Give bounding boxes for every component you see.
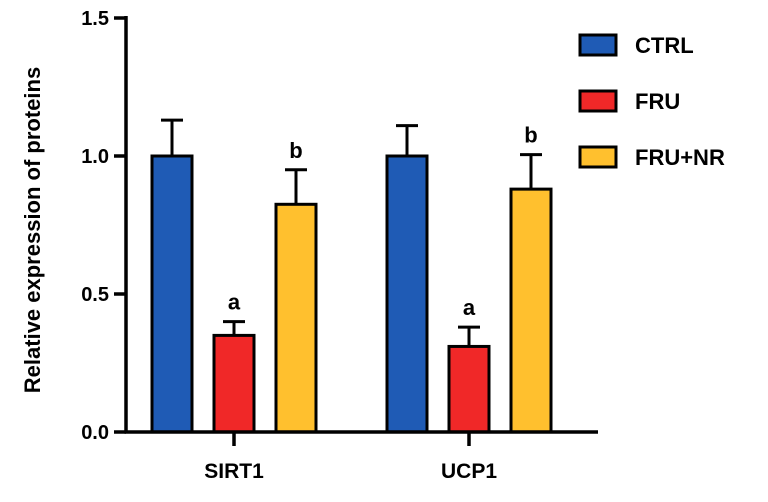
y-tick-label: 1.0 [81, 146, 109, 168]
legend-label-fru: FRU [635, 89, 680, 114]
legend-label-fru-nr: FRU+NR [635, 145, 725, 170]
legend: CTRL FRU FRU+NR [578, 33, 725, 170]
y-tick-label: 0.0 [81, 422, 109, 444]
bar-ctrl-ucp1 [385, 154, 429, 434]
y-tick-label: 1.5 [81, 8, 109, 30]
bar-fru-ucp1 [447, 344, 491, 434]
legend-label-ctrl: CTRL [635, 33, 694, 58]
x-tick-label-ucp1: UCP1 [441, 460, 497, 483]
y-tick-label: 0.5 [81, 284, 109, 306]
x-tick-label-sirt1: SIRT1 [204, 460, 264, 483]
bar-fru-sirt1 [212, 333, 256, 434]
bar-fru-nr-ucp1 [509, 187, 553, 434]
plot-area: a a b b 0.0 0.5 1.0 1.5 SIRT1 UCP1 [81, 8, 598, 483]
y-axis-label: Relative expression of proteins [20, 67, 45, 393]
legend-swatch-ctrl [578, 33, 618, 57]
bar-fru-nr-sirt1 [274, 202, 318, 434]
legend-swatch-fru-nr [578, 145, 618, 169]
significance-label: a [463, 295, 476, 320]
legend-swatch-fru [578, 89, 618, 113]
significance-label: b [524, 123, 537, 148]
bar-ctrl-sirt1 [150, 154, 194, 434]
significance-label: b [289, 138, 302, 163]
significance-label: a [228, 290, 241, 315]
